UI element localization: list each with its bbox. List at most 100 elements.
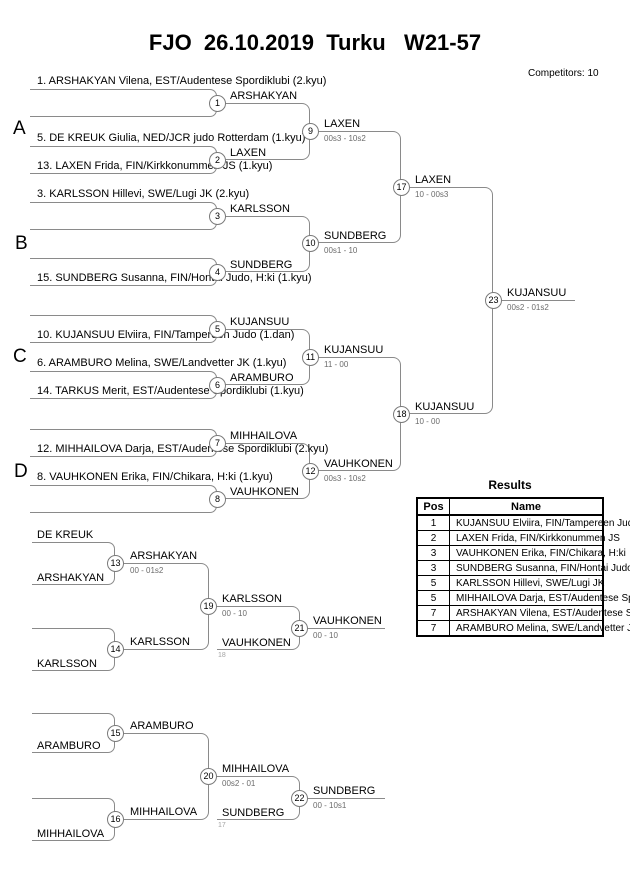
connector-m17-m23 <box>401 187 493 300</box>
connector-m6-m11 <box>217 357 310 385</box>
connector-m5-m11 <box>217 329 310 357</box>
winner-m23: KUJANSUU <box>507 287 567 299</box>
page-title: FJO 26.10.2019 Turku W21-57 <box>148 30 482 55</box>
connector-m7-m12 <box>217 443 310 471</box>
match-circle-6: 6 <box>209 377 226 394</box>
connector-feed18-m21 <box>217 629 300 650</box>
score-m12: 00s3 - 10s2 <box>324 474 366 483</box>
result-pos: 3 <box>416 560 450 576</box>
match-circle-10: 10 <box>302 235 319 252</box>
score-m18: 10 - 00 <box>415 417 440 426</box>
winner-m18: KUJANSUU <box>415 401 475 413</box>
results-row: 2 LAXEN Frida, FIN/Kirkkonummen JS <box>416 530 620 546</box>
entry-de-kreuk: 5. DE KREUK Giulia, NED/JCR judo Rotterd… <box>37 132 306 144</box>
winner-m19: KARLSSON <box>222 593 282 605</box>
result-name: LAXEN Frida, FIN/Kirkkonummen JS <box>449 530 620 546</box>
pool-label-c: C <box>13 346 27 367</box>
result-name: MIHHAILOVA Darja, EST/Audentese Spordikl… <box>449 590 630 606</box>
entry-sundberg: 15. SUNDBERG Susanna, FIN/Hontai Judo, H… <box>37 272 312 284</box>
connector-m11-m18 <box>310 357 401 414</box>
results-row: 7 ARAMBURO Melina, SWE/Landvetter JK <box>416 620 630 637</box>
winner-m10: SUNDBERG <box>324 230 387 242</box>
competitors-count: Competitors: 10 <box>528 68 599 79</box>
results-row: 5 MIHHAILOVA Darja, EST/Audentese Spordi… <box>416 590 630 606</box>
entry-karlsson: 3. KARLSSON Hillevi, SWE/Lugi JK (2.kyu) <box>37 188 250 200</box>
winner-m12: VAUHKONEN <box>324 458 393 470</box>
match-circle-2: 2 <box>209 152 226 169</box>
results-row: 3 VAUHKONEN Erika, FIN/Chikara, H:ki <box>416 545 626 561</box>
connector-m8-m12 <box>217 471 310 499</box>
match-circle-23: 23 <box>485 292 502 309</box>
score-m9: 00s3 - 10s2 <box>324 134 366 143</box>
result-name: SUNDBERG Susanna, FIN/Hontai Judo, H:ki <box>449 560 630 576</box>
match-circle-14: 14 <box>107 641 124 658</box>
match-circle-18: 18 <box>393 406 410 423</box>
score-m11: 11 - 00 <box>324 360 349 369</box>
pool-label-d: D <box>14 461 28 482</box>
winner-m15: ARAMBURO <box>130 720 194 732</box>
match-circle-11: 11 <box>302 349 319 366</box>
results-row: 5 KARLSSON Hillevi, SWE/Lugi JK <box>416 575 604 591</box>
entry-kujansuu: 10. KUJANSUU Elviira, FIN/Tampereen Judo… <box>37 329 295 341</box>
result-name: KUJANSUU Elviira, FIN/Tampereen Judo <box>449 514 630 531</box>
match-circle-9: 9 <box>302 123 319 140</box>
match-circle-16: 16 <box>107 811 124 828</box>
winner-m16: MIHHAILOVA <box>130 806 198 818</box>
pool-label-a: A <box>13 118 26 139</box>
winner-m4: SUNDBERG <box>230 259 293 271</box>
score-m21: 00 - 10 <box>313 631 338 640</box>
winner-m9: LAXEN <box>324 118 361 130</box>
repechage-entry-aramburo: ARAMBURO <box>37 740 101 752</box>
result-pos: 3 <box>416 545 450 561</box>
result-pos: 5 <box>416 590 450 606</box>
winner-m17: LAXEN <box>415 174 452 186</box>
pool-label-b: B <box>15 233 28 254</box>
result-name: ARSHAKYAN Vilena, EST/Audentese Spordikl… <box>449 605 630 621</box>
result-pos: 1 <box>416 514 450 531</box>
connector-m4-m10 <box>217 243 310 272</box>
match-circle-15: 15 <box>107 725 124 742</box>
results-header-name: Name <box>449 497 604 516</box>
match-circle-12: 12 <box>302 463 319 480</box>
connector-m1-m9 <box>217 103 310 131</box>
winner-m13: ARSHAKYAN <box>130 550 198 562</box>
winner-m22: SUNDBERG <box>313 785 376 797</box>
entry-aramburo: 6. ARAMBURO Melina, SWE/Landvetter JK (1… <box>37 357 287 369</box>
winner-m20: MIHHAILOVA <box>222 763 290 775</box>
bracket-pair-3 <box>30 202 217 230</box>
match-circle-17: 17 <box>393 179 410 196</box>
match-circle-1: 1 <box>209 95 226 112</box>
connector-m2-m9 <box>217 131 310 160</box>
final-winner-line <box>493 300 575 301</box>
match-circle-19: 19 <box>200 598 217 615</box>
result-name: ARAMBURO Melina, SWE/Landvetter JK <box>449 620 630 637</box>
connector-m13-m19 <box>115 563 209 607</box>
match-circle-3: 3 <box>209 208 226 225</box>
connector-m10-m17 <box>310 187 401 243</box>
score-m13: 00 - 01s2 <box>130 566 164 575</box>
match-circle-8: 8 <box>209 491 226 508</box>
match-circle-4: 4 <box>209 264 226 281</box>
connector-feed17-m22 <box>217 799 300 820</box>
results-header-pos: Pos <box>416 497 450 516</box>
connector-m18-m23 <box>401 300 493 414</box>
entry-laxen: 13. LAXEN Frida, FIN/Kirkkonummen JS (1.… <box>37 160 273 172</box>
result-pos: 7 <box>416 605 450 621</box>
connector-m3-m10 <box>217 216 310 243</box>
result-pos: 7 <box>416 620 450 637</box>
result-name: VAUHKONEN Erika, FIN/Chikara, H:ki <box>449 545 626 561</box>
feed-note-m18: 18 <box>218 652 226 659</box>
results-table: Pos Name 1 KUJANSUU Elviira, FIN/Tampere… <box>416 497 630 637</box>
results-row: 1 KUJANSUU Elviira, FIN/Tampereen Judo <box>416 514 630 531</box>
bracket-pair-1 <box>30 89 217 117</box>
winner-m21: VAUHKONEN <box>313 615 382 627</box>
connector-m20-m22 <box>208 776 300 799</box>
repechage-entry-mihhailova: MIHHAILOVA <box>37 828 105 840</box>
repechage-entry-de-kreuk: DE KREUK <box>37 529 94 541</box>
result-name: KARLSSON Hillevi, SWE/Lugi JK <box>449 575 604 591</box>
results-header-row: Pos Name <box>416 497 604 516</box>
feed-note-m17: 17 <box>218 822 226 829</box>
winner-m6: ARAMBURO <box>230 372 294 384</box>
match-circle-5: 5 <box>209 321 226 338</box>
